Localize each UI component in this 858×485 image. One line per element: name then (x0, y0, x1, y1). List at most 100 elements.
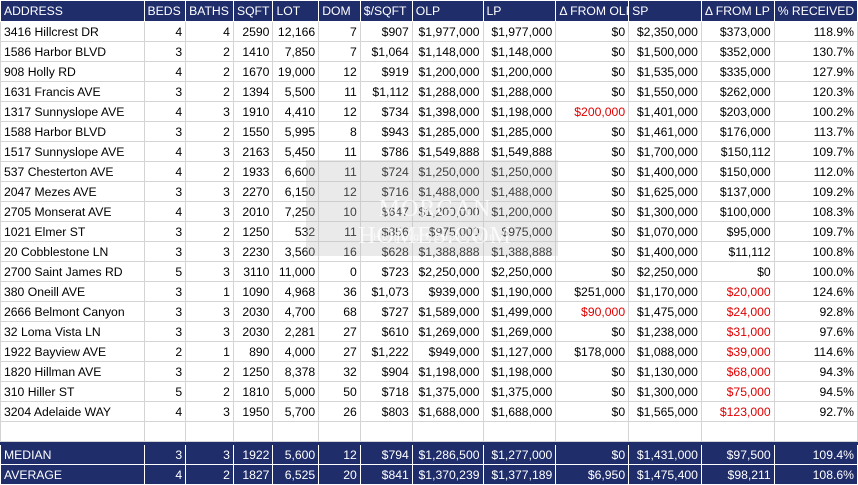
cell-percent-received: 130.7% (773, 41, 858, 62)
cell-lp: $1,499,000 (482, 301, 557, 322)
cell-beds: 3 (143, 361, 187, 382)
cell-sp: $1,500,000 (628, 41, 702, 62)
cell-delta-from-olp: $0 (555, 141, 630, 162)
cell-percent-received: 112.0% (773, 161, 858, 182)
cell-dom: 27 (318, 321, 361, 342)
table-row: 20 Cobblestone LN 3 3 2230 3,560 16 $628 $1,388… (0, 241, 858, 262)
cell-baths: 2 (185, 381, 234, 402)
cell-sp: $1,700,000 (628, 141, 702, 162)
cell-beds: 5 (143, 381, 187, 402)
cell-lot: 3,560 (272, 241, 320, 262)
cell-sp: $1,300,000 (628, 201, 702, 222)
cell-address: 1021 Elmer ST (0, 221, 145, 242)
cell-delta-from-lp: $75,000 (700, 381, 775, 402)
cell-baths: 2 (185, 41, 234, 62)
cell-beds: 3 (143, 321, 187, 342)
cell-price-per-sqft: $904 (359, 361, 413, 382)
table-row: 2047 Mezes AVE 3 3 2270 6,150 12 $716 $1,488,00… (0, 181, 858, 202)
cell-delta-from-lp: $203,000 (700, 101, 775, 122)
cell-delta-from-olp: $0 (555, 241, 630, 262)
cell-address: 1517 Sunnyslope AVE (0, 141, 145, 162)
cell-dom: 7 (318, 41, 361, 62)
summary-cell-delta-from-lp: $97,500 (700, 444, 775, 465)
table-row: 1586 Harbor BLVD 3 2 1410 7,850 7 $1,064 $1,148… (0, 41, 858, 62)
column-header-address: ADDRESS (0, 0, 145, 22)
cell-price-per-sqft: $723 (359, 261, 413, 282)
cell-price-per-sqft: $907 (359, 21, 413, 42)
cell-beds: 3 (143, 181, 187, 202)
cell-sqft: 890 (232, 341, 274, 362)
cell-beds: 4 (143, 101, 187, 122)
cell-delta-from-olp: $0 (555, 221, 630, 242)
cell-delta-from-olp: $178,000 (555, 341, 630, 362)
cell-sp: $2,250,000 (628, 261, 702, 282)
cell-price-per-sqft: $727 (359, 301, 413, 322)
cell-percent-received: 108.3% (773, 201, 858, 222)
cell-dom: 0 (318, 261, 361, 282)
average-row: AVERAGE 4 2 1827 6,525 20 $841 $1,370,239 $1,377… (0, 464, 858, 485)
cell-lot: 6,600 (272, 161, 320, 182)
cell-beds: 3 (143, 221, 187, 242)
table-row: 1317 Sunnyslope AVE 4 3 1910 4,410 12 $734 $1,3… (0, 101, 858, 122)
summary-cell-sqft: 1827 (232, 464, 274, 485)
cell-lp: $1,148,000 (482, 41, 557, 62)
cell-sqft: 2230 (232, 241, 274, 262)
summary-cell-beds: 4 (143, 464, 187, 485)
cell-baths: 3 (185, 261, 234, 282)
cell-price-per-sqft: $1,073 (359, 281, 413, 302)
cell-lot: 4,410 (272, 101, 320, 122)
summary-cell-delta-from-lp: $98,211 (700, 464, 775, 485)
summary-cell-sp: $1,475,400 (628, 464, 702, 485)
cell-address: 2666 Belmont Canyon (0, 301, 145, 322)
cell-delta-from-olp: $0 (555, 381, 630, 402)
cell-lp: $1,488,000 (482, 181, 557, 202)
summary-cell-percent-received: 108.6% (773, 464, 858, 485)
cell-olp: $1,250,000 (411, 161, 484, 182)
cell-lp: $1,198,000 (482, 361, 557, 382)
cell-price-per-sqft: $734 (359, 101, 413, 122)
cell-delta-from-lp: $24,000 (700, 301, 775, 322)
cell-beds: 3 (143, 41, 187, 62)
summary-cell-dom: 12 (318, 444, 361, 465)
cell-delta-from-lp: $176,000 (700, 121, 775, 142)
cell-sqft: 2010 (232, 201, 274, 222)
cell-price-per-sqft: $1,112 (359, 81, 413, 102)
summary-cell-percent-received: 109.4% (773, 444, 858, 465)
summary-cell-dom: 20 (318, 464, 361, 485)
cell-percent-received: 114.6% (773, 341, 858, 362)
cell-baths: 3 (185, 201, 234, 222)
cell-baths: 3 (185, 401, 234, 422)
cell-percent-received: 118.9% (773, 21, 858, 42)
cell-sp: $1,070,000 (628, 221, 702, 242)
cell-lp: $1,200,000 (482, 201, 557, 222)
cell-baths: 4 (185, 21, 234, 42)
cell-dom: 27 (318, 341, 361, 362)
cell-address: 537 Chesterton AVE (0, 161, 145, 182)
cell-percent-received: 109.7% (773, 141, 858, 162)
cell-price-per-sqft: $856 (359, 221, 413, 242)
cell-lp: $1,190,000 (482, 281, 557, 302)
cell-address: 310 Hiller ST (0, 381, 145, 402)
cell-delta-from-olp: $0 (555, 41, 630, 62)
cell-address: 32 Loma Vista LN (0, 321, 145, 342)
cell-sp: $1,170,000 (628, 281, 702, 302)
cell-percent-received: 100.2% (773, 101, 858, 122)
summary-cell-lp: $1,277,000 (482, 444, 557, 465)
cell-beds: 3 (143, 81, 187, 102)
column-header-delta-from-olp: Δ FROM OLP (555, 0, 630, 22)
cell-dom: 26 (318, 401, 361, 422)
cell-baths: 2 (185, 361, 234, 382)
cell-lot: 532 (272, 221, 320, 242)
summary-cell-delta-from-olp: $6,950 (555, 464, 630, 485)
cell-lp: $975,000 (482, 221, 557, 242)
column-header-beds: BEDS (143, 0, 187, 22)
cell-sp: $1,461,000 (628, 121, 702, 142)
cell-address: 2705 Monserat AVE (0, 201, 145, 222)
cell-sqft: 3110 (232, 261, 274, 282)
cell-sqft: 1550 (232, 121, 274, 142)
cell-price-per-sqft: $1,222 (359, 341, 413, 362)
cell-lp: $1,200,000 (482, 61, 557, 82)
cell-baths: 3 (185, 301, 234, 322)
cell-lot: 5,500 (272, 81, 320, 102)
